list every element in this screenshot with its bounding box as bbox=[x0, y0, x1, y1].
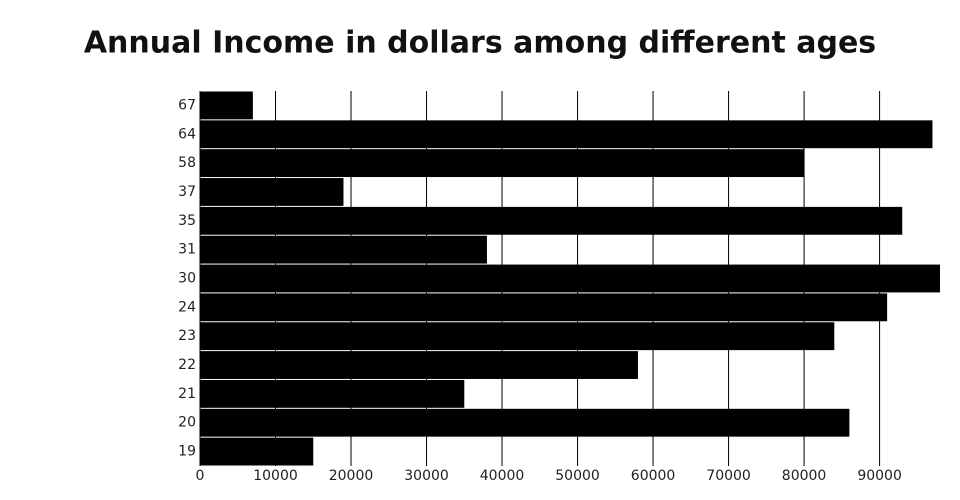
bar bbox=[200, 293, 888, 322]
bar bbox=[200, 351, 638, 379]
y-tick-label: 64 bbox=[178, 126, 196, 142]
x-tick-label: 20000 bbox=[329, 468, 374, 484]
x-tick-label: 40000 bbox=[480, 468, 525, 484]
y-tick-label: 31 bbox=[178, 242, 196, 258]
bar bbox=[200, 379, 465, 408]
bar bbox=[200, 91, 253, 120]
bar bbox=[200, 408, 850, 437]
chart-title: Annual Income in dollars among different… bbox=[84, 26, 876, 61]
bar bbox=[200, 120, 933, 149]
y-tick-label: 67 bbox=[178, 97, 196, 113]
x-tick-label: 10000 bbox=[253, 468, 298, 484]
bar bbox=[200, 264, 940, 293]
x-tick-label: 90000 bbox=[857, 468, 902, 484]
x-tick-label: 70000 bbox=[706, 468, 751, 484]
bar bbox=[200, 206, 903, 235]
y-tick-label: 21 bbox=[178, 386, 196, 402]
x-tick-label: 50000 bbox=[555, 468, 600, 484]
bar bbox=[200, 178, 344, 206]
y-tick-label: 35 bbox=[178, 213, 196, 229]
x-tick-label: 30000 bbox=[404, 468, 449, 484]
y-tick-label: 22 bbox=[178, 357, 196, 373]
x-tick-label: 60000 bbox=[631, 468, 676, 484]
y-tick-label: 23 bbox=[178, 328, 196, 344]
y-tick-label: 19 bbox=[178, 444, 196, 460]
bar bbox=[200, 149, 805, 178]
y-tick-label: 20 bbox=[178, 415, 196, 431]
bar bbox=[200, 437, 314, 466]
bar bbox=[200, 322, 835, 351]
x-tick-label: 0 bbox=[196, 468, 205, 484]
y-tick-label: 58 bbox=[178, 155, 196, 171]
y-tick-label: 24 bbox=[178, 299, 196, 315]
bar bbox=[200, 235, 487, 264]
y-tick-label: 37 bbox=[178, 184, 196, 200]
y-tick-label: 30 bbox=[178, 271, 196, 287]
x-tick-label: 80000 bbox=[782, 468, 827, 484]
